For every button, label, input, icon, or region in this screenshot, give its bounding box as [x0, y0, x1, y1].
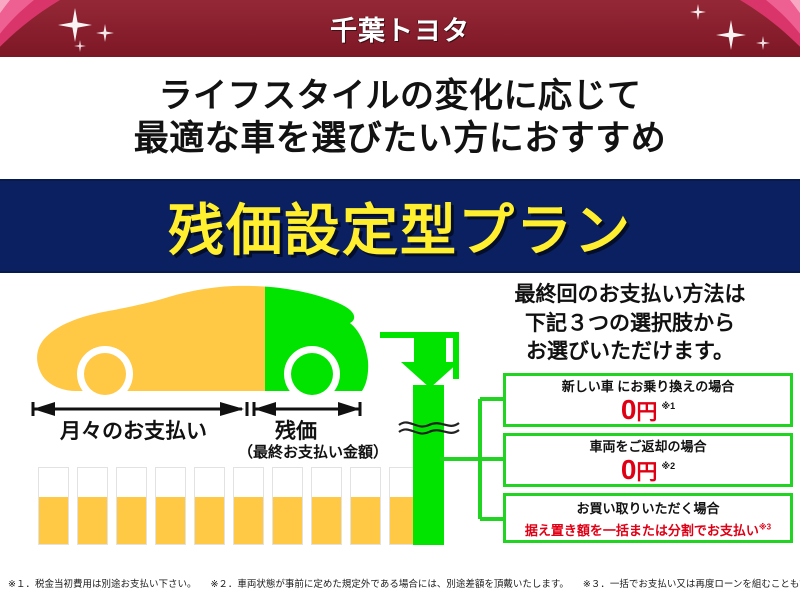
brand-title: 千葉トヨタ [330, 16, 470, 46]
option-1-price: 0円 ※1 [621, 396, 675, 424]
explanation-line-3: お選びいただけます。 [526, 340, 734, 364]
residual-value-label: 残価 [275, 420, 317, 443]
down-arrow-icon [401, 336, 459, 388]
option-2-price-value: 0 [620, 454, 637, 485]
payment-bar [194, 467, 225, 545]
option-1-footnote-ref: ※1 [661, 400, 676, 411]
explanation-line-2: 下記３つの選択肢から [525, 311, 735, 335]
branch-connector-lines [440, 397, 504, 521]
footnote-1: ※１．税金当初費用は別途お支払い下さい。 [8, 579, 197, 590]
explanation-line-1: 最終回のお支払い方法は [514, 283, 746, 306]
break-mark-icon [398, 421, 460, 435]
option-box-return-vehicle[interactable]: 車両をご返却の場合 0円 ※2 [503, 433, 793, 487]
headline-block: ライフスタイルの変化に応じて 最適な車を選びたい方におすすめ [0, 57, 800, 179]
car-silhouette-icon [37, 285, 369, 402]
payment-bar [116, 467, 147, 545]
footnotes-bar: ※１．税金当初費用は別途お支払い下さい。 ※２．車両状態が事前に定めた規定外であ… [0, 566, 800, 600]
residual-bar [413, 385, 444, 545]
dimension-arrow-icon [31, 402, 362, 416]
final-payment-explanation: 最終回のお支払い方法は 下記３つの選択肢から お選びいただけます。 [470, 281, 790, 367]
car-illustration [22, 279, 422, 402]
diagram-area: 月々のお支払い 残価 （最終お支払い金額） [0, 273, 800, 563]
option-2-price: 0円 ※2 [621, 456, 675, 484]
option-box-purchase[interactable]: お買い取りいただく場合 据え置き額を一括または分割でお支払い※3 [503, 493, 793, 543]
sparkle-icon [756, 36, 770, 50]
monthly-payment-label: 月々のお支払い [60, 420, 207, 443]
payment-bar [38, 467, 69, 545]
dimension-labels: 月々のお支払い 残価 （最終お支払い金額） [0, 415, 430, 461]
payment-bar-fill [156, 496, 185, 544]
payment-bar [350, 467, 381, 545]
option-2-price-unit: 円 [636, 461, 658, 484]
payment-bar-fill [312, 496, 341, 544]
option-3-detail: 据え置き額を一括または分割でお支払い※3 [525, 520, 771, 539]
footnote-3: ※３．一括でお支払い又は再度ローンを組むこともできます。 [582, 579, 800, 590]
payment-bar [272, 467, 303, 545]
payment-bar [233, 467, 264, 545]
plan-name-band: 残価設定型プラン [0, 179, 800, 273]
sparkle-icon [74, 40, 86, 52]
headline-line-2: 最適な車を選びたい方におすすめ [133, 119, 667, 159]
footnote-2: ※２．車両状態が事前に定めた規定外である場合には、別途差額を頂戴いたします。 [210, 579, 569, 590]
payment-bar-fill [234, 496, 263, 544]
headline-line-1: ライフスタイルの変化に応じて [158, 77, 642, 116]
option-1-heading: 新しい車 にお乗り換えの場合 [561, 379, 735, 394]
payment-bar-fill [351, 496, 380, 544]
option-3-heading: お買い取りいただく場合 [576, 500, 720, 516]
option-2-footnote-ref: ※2 [661, 460, 676, 471]
option-2-heading: 車両をご返却の場合 [589, 439, 707, 454]
payment-bar-fill [273, 496, 302, 544]
payment-bar-fill [117, 496, 146, 544]
brand-banner: 千葉トヨタ [0, 0, 800, 57]
option-1-price-value: 0 [620, 394, 637, 425]
sparkle-icon [96, 24, 114, 42]
payment-bar [155, 467, 186, 545]
payment-bars [38, 463, 423, 545]
dimension-arrows [30, 401, 420, 417]
option-3-detail-text: 据え置き額を一括または分割でお支払い [524, 522, 759, 538]
payment-bar-fill [39, 496, 68, 544]
payment-bar-fill [195, 496, 224, 544]
payment-bar-fill [78, 496, 107, 544]
payment-bar [77, 467, 108, 545]
option-1-price-unit: 円 [636, 401, 658, 424]
option-box-trade-in[interactable]: 新しい車 にお乗り換えの場合 0円 ※1 [503, 373, 793, 427]
sparkle-icon [58, 8, 92, 42]
sparkle-icon [690, 4, 706, 20]
ribbon-right-decoration [740, 0, 800, 47]
sparkle-icon [716, 20, 746, 50]
option-3-footnote-ref: ※3 [758, 522, 772, 532]
plan-title: 残価設定型プラン [168, 198, 632, 262]
residual-value-sublabel: （最終お支払い金額） [238, 444, 389, 461]
payment-bar [311, 467, 342, 545]
